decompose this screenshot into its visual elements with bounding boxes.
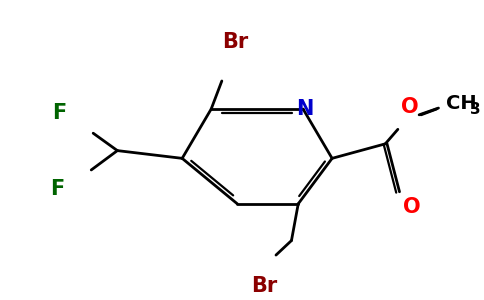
Text: F: F xyxy=(50,179,64,199)
Text: Br: Br xyxy=(251,276,277,296)
Text: 3: 3 xyxy=(470,103,481,118)
Text: CH: CH xyxy=(446,94,477,113)
Text: Br: Br xyxy=(222,32,248,52)
Text: O: O xyxy=(403,197,420,217)
Text: O: O xyxy=(401,97,418,117)
Text: F: F xyxy=(52,103,66,123)
Text: N: N xyxy=(296,99,314,119)
